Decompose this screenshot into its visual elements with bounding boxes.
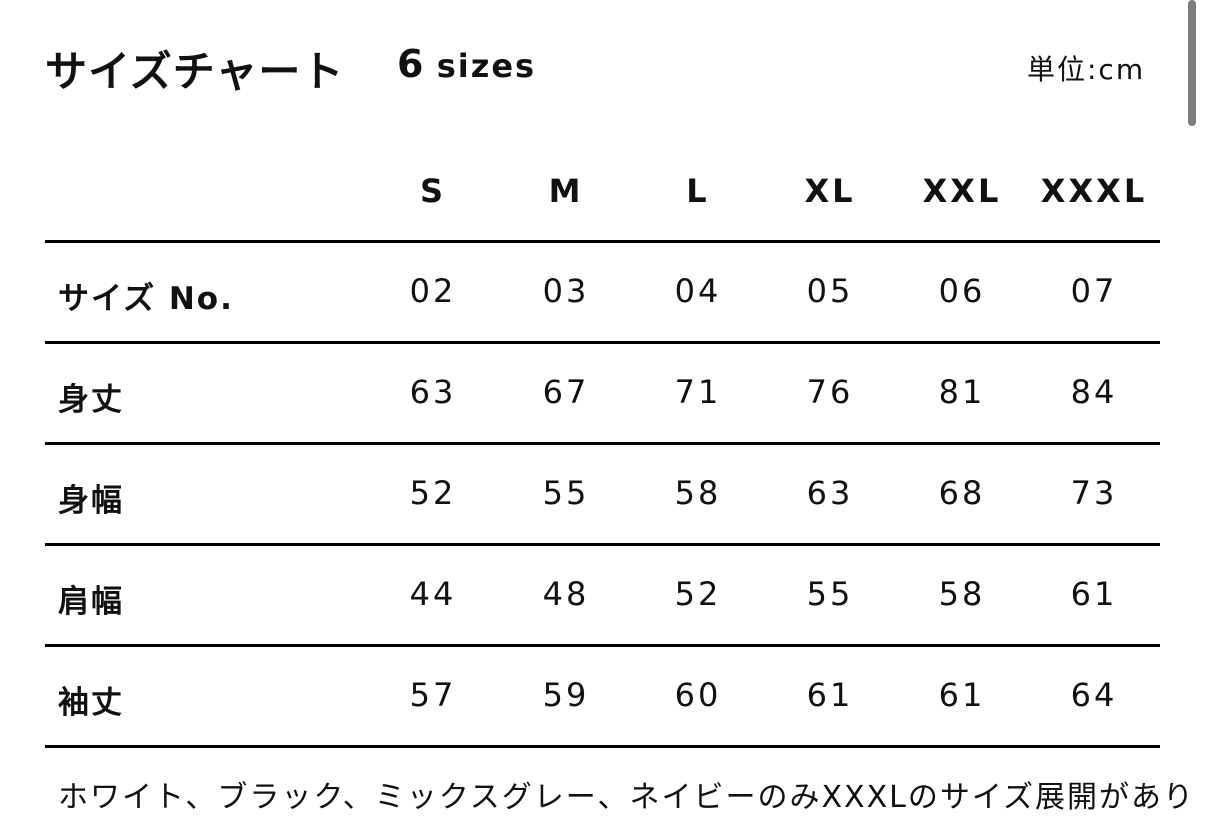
table-cell: 44 bbox=[409, 575, 457, 613]
table-cell: 58 bbox=[674, 474, 722, 512]
row-divider bbox=[45, 341, 1160, 344]
table-cell: 58 bbox=[938, 575, 986, 613]
row-label: 身丈 bbox=[58, 382, 124, 418]
table-cell: 84 bbox=[1070, 373, 1118, 411]
row-label: 身幅 bbox=[58, 483, 124, 519]
row-label: 袖丈 bbox=[58, 685, 124, 721]
table-cell: 04 bbox=[674, 272, 722, 310]
table-cell: 52 bbox=[409, 474, 457, 512]
table-cell: 61 bbox=[806, 676, 854, 714]
table-cell: 52 bbox=[674, 575, 722, 613]
row-label: 肩幅 bbox=[58, 584, 124, 620]
column-header: XXL bbox=[922, 172, 1002, 210]
column-header: L bbox=[686, 172, 710, 210]
table-cell: 59 bbox=[542, 676, 590, 714]
table-cell: 07 bbox=[1070, 272, 1118, 310]
row-divider bbox=[45, 644, 1160, 647]
table-cell: 76 bbox=[806, 373, 854, 411]
table-cell: 81 bbox=[938, 373, 986, 411]
column-header: XL bbox=[804, 172, 856, 210]
size-count-unit: sizes bbox=[436, 47, 537, 85]
table-cell: 05 bbox=[806, 272, 854, 310]
table-cell: 61 bbox=[938, 676, 986, 714]
row-label: サイズ No. bbox=[58, 281, 234, 317]
table-cell: 67 bbox=[542, 373, 590, 411]
table-cell: 63 bbox=[806, 474, 854, 512]
table-cell: 71 bbox=[674, 373, 722, 411]
row-divider bbox=[45, 442, 1160, 445]
unit-label: 単位:cm bbox=[1027, 53, 1146, 86]
table-cell: 03 bbox=[542, 272, 590, 310]
table-cell: 55 bbox=[542, 474, 590, 512]
table-cell: 63 bbox=[409, 373, 457, 411]
row-divider bbox=[45, 240, 1160, 243]
row-divider bbox=[45, 543, 1160, 546]
table-cell: 02 bbox=[409, 272, 457, 310]
column-header: M bbox=[548, 172, 584, 210]
table-cell: 06 bbox=[938, 272, 986, 310]
note-text: ホワイト、ブラック、ミックスグレー、ネイビーのみXXXLのサイズ展開があり bbox=[58, 780, 1195, 815]
table-cell: 55 bbox=[806, 575, 854, 613]
page-title: サイズチャート bbox=[45, 47, 345, 96]
size-count: 6 sizes bbox=[397, 42, 536, 86]
table-cell: 57 bbox=[409, 676, 457, 714]
table-cell: 68 bbox=[938, 474, 986, 512]
table-cell: 64 bbox=[1070, 676, 1118, 714]
table-cell: 73 bbox=[1070, 474, 1118, 512]
table-cell: 60 bbox=[674, 676, 722, 714]
column-header: XXXL bbox=[1040, 172, 1148, 210]
row-divider bbox=[45, 745, 1160, 748]
scrollbar[interactable] bbox=[1188, 0, 1196, 126]
size-count-number: 6 bbox=[397, 42, 424, 86]
column-header: S bbox=[419, 172, 447, 210]
table-cell: 48 bbox=[542, 575, 590, 613]
table-cell: 61 bbox=[1070, 575, 1118, 613]
